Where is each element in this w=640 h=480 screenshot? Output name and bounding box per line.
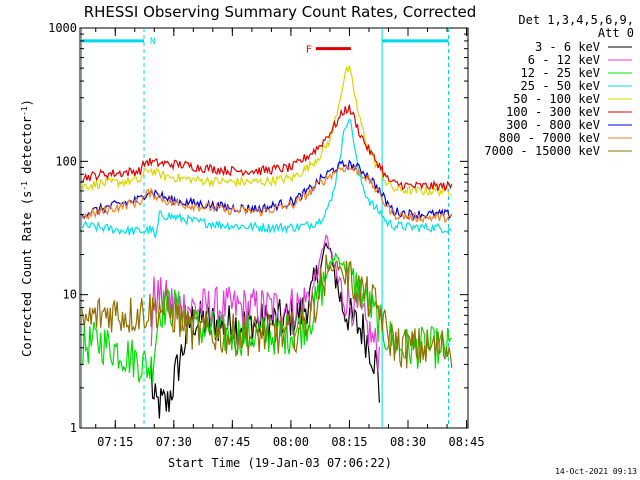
legend-label-3: 25 - 50 keV [521, 79, 600, 93]
legend-label-2: 12 - 25 keV [521, 66, 600, 80]
series-1 [150, 233, 380, 372]
legend-label-6: 300 - 800 keV [506, 118, 600, 132]
legend-label-7: 800 - 7000 keV [499, 131, 600, 145]
legend-label-1: 6 - 12 keV [528, 53, 600, 67]
chart-title: RHESSI Observing Summary Count Rates, Co… [84, 3, 477, 21]
series-7 [81, 163, 453, 224]
series-layer [81, 65, 453, 419]
x-tick-label-6: 08:45 [448, 435, 484, 449]
series-line-1-0 [150, 233, 380, 372]
y-axis: 1 10 100 1000 [48, 21, 468, 435]
series-line-2-0 [81, 251, 453, 383]
attenuator-label-0: N [150, 37, 155, 47]
y-axis-label: Corrected Count Rate (s-1 detector-1) [20, 99, 35, 357]
x-tick-label-0: 07:15 [97, 435, 133, 449]
series-line-4-0 [81, 65, 452, 197]
series-0 [150, 241, 380, 419]
footer-timestamp: 14-Oct-2021 09:13 [555, 467, 637, 476]
x-tick-label-4: 08:15 [331, 435, 367, 449]
x-tick-label-1: 07:30 [156, 435, 192, 449]
legend-header-0: Det 1,3,4,5,6,9, [518, 13, 634, 27]
legend-label-4: 50 - 100 keV [513, 92, 600, 106]
y-tick-label-0: 1 [70, 421, 77, 435]
legend-header-1: Att 0 [598, 26, 634, 40]
series-line-5-0 [81, 104, 453, 192]
plot-frame [79, 27, 469, 429]
series-line-0-0 [150, 241, 380, 419]
legend-label-8: 7000 - 15000 keV [484, 144, 600, 158]
series-line-3-0 [81, 118, 453, 239]
attenuator-layer: NF [81, 37, 449, 56]
x-axis-label: Start Time (19-Jan-03 07:06:22) [168, 456, 392, 470]
series-line-8-0 [81, 254, 453, 369]
series-5 [81, 104, 453, 192]
y-tick-label-1: 10 [63, 288, 77, 302]
x-tick-label-2: 07:45 [214, 435, 250, 449]
y-tick-label-3: 1000 [48, 21, 77, 35]
x-tick-label-5: 08:30 [390, 435, 426, 449]
x-axis: 07:15 07:30 07:45 08:00 08:15 08:30 08:45 [95, 28, 485, 449]
x-tick-label-3: 08:00 [273, 435, 309, 449]
series-3 [81, 118, 453, 239]
flare-label: F [306, 45, 312, 56]
series-4 [81, 65, 452, 197]
legend-label-0: 3 - 6 keV [535, 40, 600, 54]
series-line-7-0 [81, 163, 453, 224]
series-8 [81, 254, 453, 369]
y-tick-label-2: 100 [55, 154, 77, 168]
series-2 [81, 251, 453, 383]
legend-label-5: 100 - 300 keV [506, 105, 600, 119]
